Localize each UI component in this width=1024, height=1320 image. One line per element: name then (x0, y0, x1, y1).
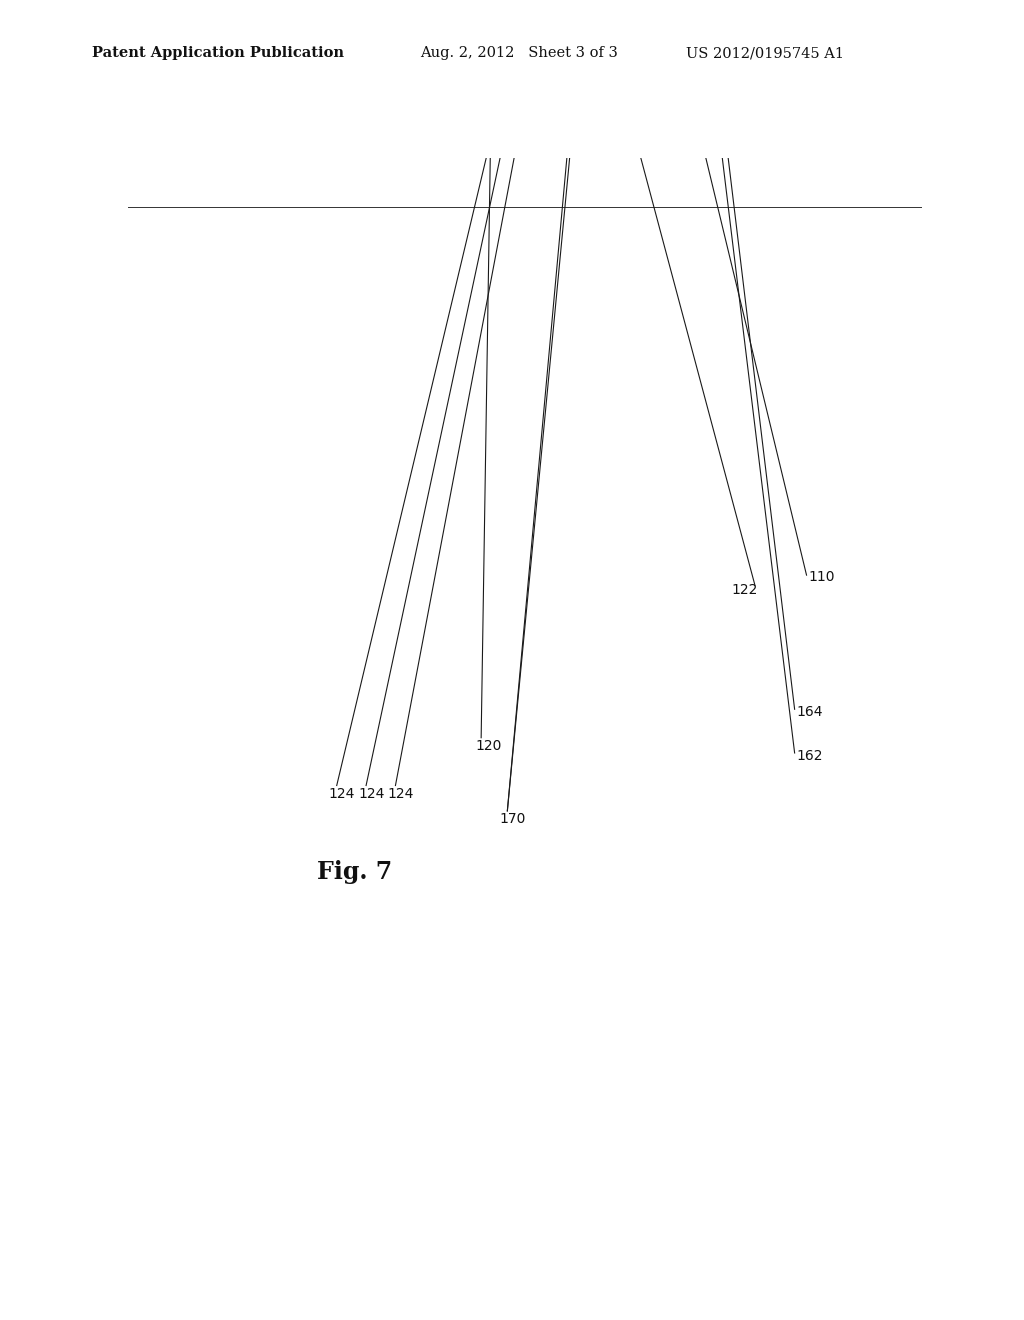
Text: 170: 170 (500, 812, 525, 826)
Text: 124: 124 (329, 787, 355, 801)
Text: US 2012/0195745 A1: US 2012/0195745 A1 (686, 46, 844, 61)
Text: Fig. 7: Fig. 7 (316, 859, 392, 883)
Text: Aug. 2, 2012   Sheet 3 of 3: Aug. 2, 2012 Sheet 3 of 3 (420, 46, 617, 61)
Text: 162: 162 (797, 748, 822, 763)
Text: 110: 110 (808, 570, 835, 585)
Text: 124: 124 (387, 787, 414, 801)
Text: 120: 120 (475, 739, 502, 752)
Text: 122: 122 (731, 583, 758, 598)
Text: 164: 164 (797, 705, 822, 719)
Text: 124: 124 (358, 787, 385, 801)
Text: Patent Application Publication: Patent Application Publication (92, 46, 344, 61)
